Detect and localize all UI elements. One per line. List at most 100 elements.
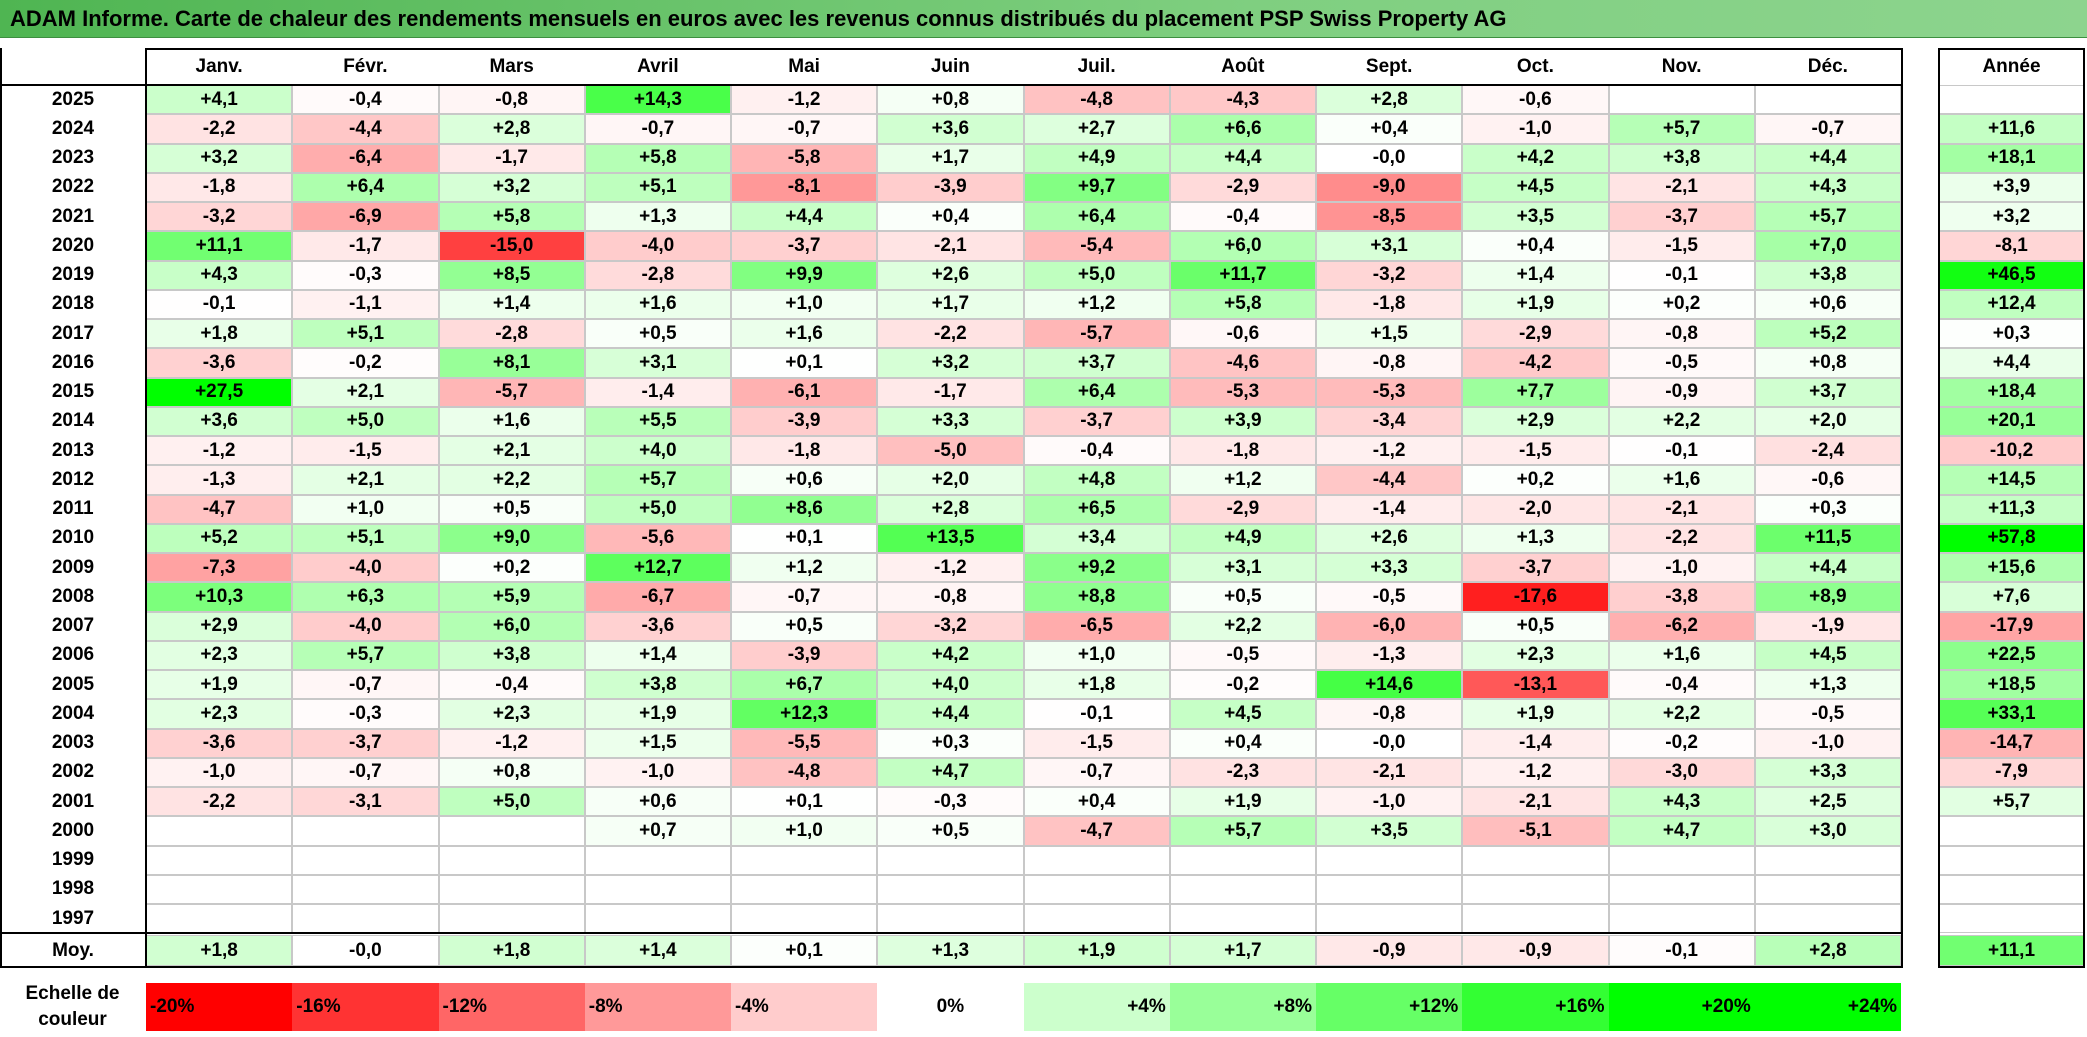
heatmap-cell: -0,8 [877,582,1024,612]
heatmap-cell [1608,85,1755,115]
heatmap-cell: +1,7 [877,289,1024,319]
heatmap-cell: +1,4 [1462,260,1609,290]
heatmap-cell: +3,3 [877,406,1024,436]
heatmap-cell: +5,9 [438,582,585,612]
heatmap-cell: -1,5 [1023,728,1170,758]
heatmap-cell: -0,7 [584,114,731,144]
heatmap-cell: +8,9 [1754,582,1901,612]
color-scale-swatch: +8% [1169,983,1316,1031]
color-scale-swatch: 0% [877,983,1024,1031]
month-header: Janv. [195,56,243,77]
heatmap-cell: +3,9 [1169,406,1316,436]
heatmap-cell: +6,7 [731,670,878,700]
heatmap-cell: -2,8 [584,260,731,290]
heatmap-cell: +4,9 [1023,143,1170,173]
annual-return-cell: +18,4 [1939,377,2084,407]
year-label: 2017 [51,322,95,344]
heatmap-cell: +0,4 [1169,728,1316,758]
heatmap-cell: +4,3 [1608,787,1755,817]
heatmap-cell: -0,5 [1169,640,1316,670]
heatmap-cell: -2,1 [1316,757,1463,787]
heatmap-cell: +4,5 [1169,699,1316,729]
heatmap-cell: -4,4 [292,114,439,144]
heatmap-cell: -0,7 [731,114,878,144]
heatmap-cell: +4,1 [146,85,293,115]
heatmap-cell: +6,3 [292,582,439,612]
heatmap-cell: -3,9 [731,406,878,436]
year-label: 2004 [51,702,95,724]
annual-return-cell: +3,9 [1939,172,2084,202]
year-label: 2024 [51,117,95,139]
heatmap-cell: +1,5 [1316,319,1463,349]
heatmap-cell: +8,5 [438,260,585,290]
heatmap-cell: +4,4 [1169,143,1316,173]
heatmap-cell: -1,7 [877,377,1024,407]
annual-return-cell: -10,2 [1939,436,2084,466]
heatmap-cell: -0,5 [1316,582,1463,612]
heatmap-cell: +5,0 [584,494,731,524]
heatmap-cell: +4,4 [877,699,1024,729]
heatmap-cell [438,874,585,904]
heatmap-cell: +2,8 [438,114,585,144]
annual-return-cell: +57,8 [1939,523,2084,553]
year-label: 2008 [51,585,95,607]
heatmap-cell: -5,6 [584,523,731,553]
heatmap-cell: -3,7 [1462,553,1609,583]
heatmap-cell: -3,9 [877,172,1024,202]
month-header: Mai [788,56,820,77]
heatmap-cell: +4,9 [1169,523,1316,553]
heatmap-cell: +0,4 [877,202,1024,232]
heatmap-cell: -8,5 [1316,202,1463,232]
heatmap-cell: +2,2 [1608,406,1755,436]
average-divider [0,932,1903,934]
heatmap-cell: +0,4 [1316,114,1463,144]
heatmap-cell: -0,6 [1462,85,1609,115]
heatmap-cell: -0,8 [1316,699,1463,729]
heatmap-cell: +1,9 [146,670,293,700]
heatmap-cell: +7,0 [1754,231,1901,261]
heatmap-cell: -2,2 [146,114,293,144]
heatmap-cell: +5,0 [1023,260,1170,290]
heatmap-cell: +1,2 [1023,289,1170,319]
color-scale-swatch: +24% [1754,983,1901,1031]
heatmap-cell: +2,2 [1608,699,1755,729]
heatmap-cell [1169,845,1316,875]
heatmap-cell: -2,2 [877,319,1024,349]
year-label: 2019 [51,264,95,286]
average-cell: +1,9 [1023,935,1170,966]
annual-return-cell: +18,1 [1939,143,2084,173]
heatmap-cell: +14,6 [1316,670,1463,700]
page-title: ADAM Informe. Carte de chaleur des rende… [10,6,1507,31]
annual-return-cell: +11,6 [1939,114,2084,144]
heatmap-cell: +2,3 [146,640,293,670]
month-header: Avril [637,56,679,77]
heatmap-cell: +8,6 [731,494,878,524]
heatmap-cell: -5,3 [1316,377,1463,407]
heatmap-cell: -0,6 [1754,465,1901,495]
annual-return-cell: +20,1 [1939,406,2084,436]
heatmap-cell: +0,3 [877,728,1024,758]
heatmap-cell: +1,9 [1462,699,1609,729]
heatmap-cell: -0,7 [731,582,878,612]
heatmap-cell: +3,2 [146,143,293,173]
heatmap-cell: -6,0 [1316,611,1463,641]
average-cell: -0,0 [292,935,439,966]
heatmap-cell: +5,5 [584,406,731,436]
average-cell: +1,8 [146,935,293,966]
annual-return-cell [1939,816,2084,846]
heatmap-cell [1169,904,1316,934]
heatmap-cell: -4,0 [584,231,731,261]
heatmap-cell: -0,6 [1169,319,1316,349]
year-label: 2023 [51,147,95,169]
year-label: 1998 [51,878,95,900]
heatmap-cell: +9,7 [1023,172,1170,202]
average-cell: -0,9 [1316,935,1463,966]
heatmap-cell: +6,4 [1023,202,1170,232]
heatmap-cell: -3,7 [292,728,439,758]
heatmap-cell: -6,4 [292,143,439,173]
annual-return-cell [1939,845,2084,875]
heatmap-cell: -2,2 [146,787,293,817]
heatmap-cell: +1,0 [731,816,878,846]
year-label: 2005 [51,673,95,695]
color-scale-label: Echelle de couleur [0,979,145,1035]
